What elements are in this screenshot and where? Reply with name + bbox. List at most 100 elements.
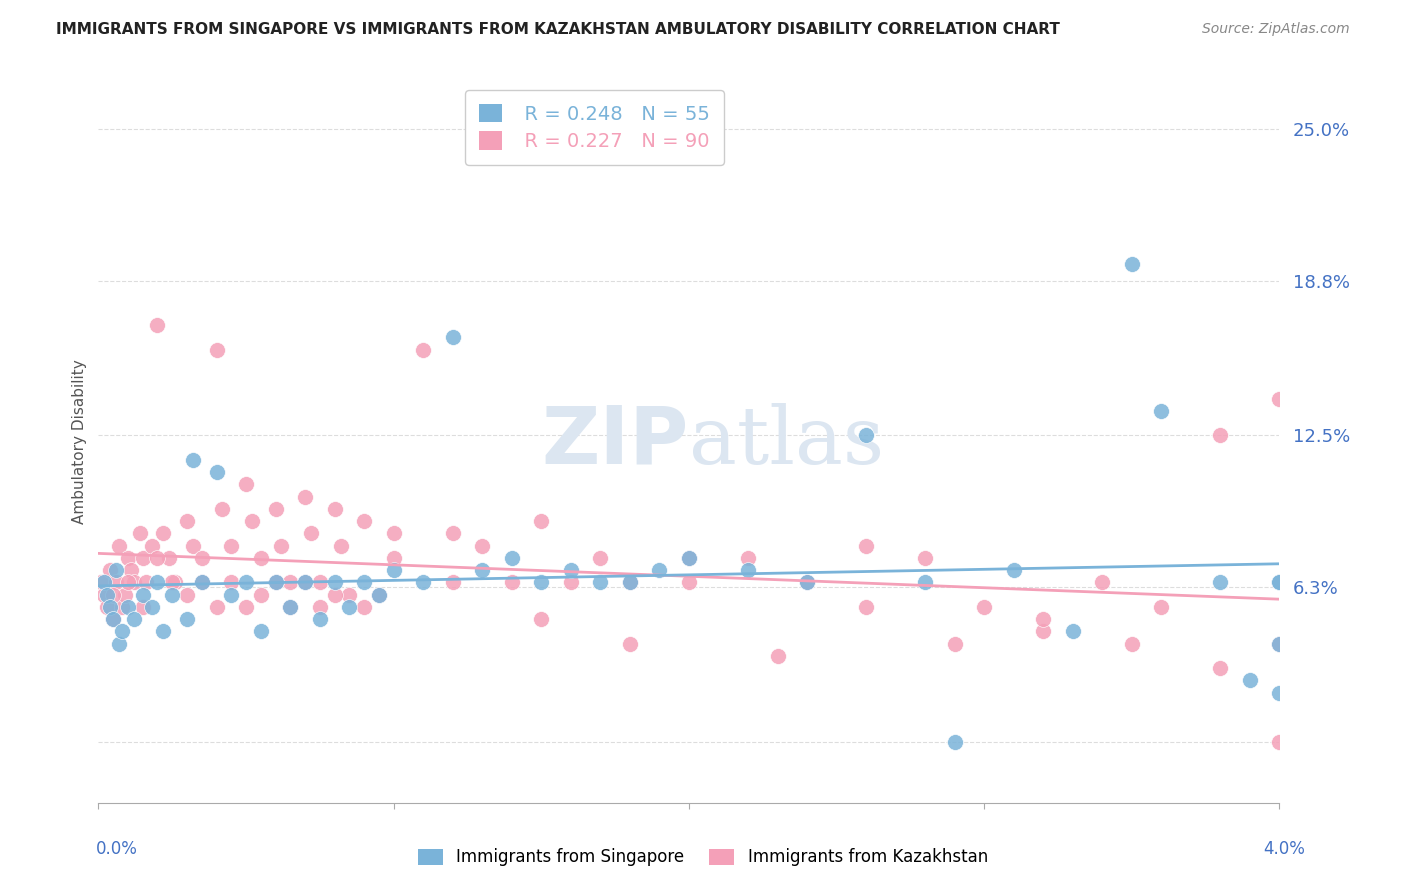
Point: [943, 734, 966, 748]
Point: [191, 550, 214, 565]
Point: [973, 599, 995, 614]
Point: [264, 502, 287, 516]
Point: [1209, 575, 1232, 590]
Point: [441, 575, 464, 590]
Point: [1062, 624, 1084, 639]
Point: [132, 588, 155, 602]
Point: [146, 318, 169, 333]
Y-axis label: Ambulatory Disability: Ambulatory Disability: [72, 359, 87, 524]
Point: [117, 550, 139, 565]
Point: [299, 526, 322, 541]
Point: [108, 539, 131, 553]
Point: [162, 588, 183, 602]
Point: [98, 563, 121, 577]
Point: [250, 624, 273, 639]
Point: [1121, 257, 1143, 271]
Point: [294, 575, 316, 590]
Point: [105, 563, 128, 577]
Point: [1268, 392, 1291, 406]
Point: [339, 588, 361, 602]
Point: [737, 550, 759, 565]
Point: [1032, 624, 1054, 639]
Point: [117, 599, 139, 614]
Point: [152, 526, 174, 541]
Point: [309, 612, 332, 626]
Point: [98, 599, 121, 614]
Point: [114, 588, 136, 602]
Point: [323, 588, 346, 602]
Point: [309, 599, 332, 614]
Point: [1121, 637, 1143, 651]
Point: [441, 330, 464, 344]
Point: [152, 624, 174, 639]
Point: [235, 575, 257, 590]
Point: [353, 514, 375, 528]
Point: [191, 575, 214, 590]
Point: [132, 550, 155, 565]
Legend:   R = 0.248   N = 55,   R = 0.227   N = 90: R = 0.248 N = 55, R = 0.227 N = 90: [465, 90, 724, 165]
Point: [205, 599, 228, 614]
Point: [90, 575, 112, 590]
Point: [221, 588, 243, 602]
Point: [250, 588, 273, 602]
Point: [122, 575, 145, 590]
Point: [141, 599, 163, 614]
Point: [353, 575, 375, 590]
Point: [264, 575, 287, 590]
Point: [96, 588, 118, 602]
Point: [1150, 599, 1173, 614]
Point: [105, 575, 128, 590]
Point: [240, 514, 263, 528]
Point: [619, 575, 641, 590]
Text: ZIP: ZIP: [541, 402, 689, 481]
Point: [471, 563, 494, 577]
Text: 0.0%: 0.0%: [96, 840, 138, 858]
Point: [280, 599, 302, 614]
Point: [205, 465, 228, 479]
Point: [235, 599, 257, 614]
Text: Source: ZipAtlas.com: Source: ZipAtlas.com: [1202, 22, 1350, 37]
Point: [93, 575, 115, 590]
Text: atlas: atlas: [689, 402, 884, 481]
Point: [111, 624, 134, 639]
Point: [648, 563, 671, 577]
Point: [1268, 685, 1291, 699]
Point: [96, 599, 118, 614]
Point: [1239, 673, 1261, 688]
Point: [441, 526, 464, 541]
Point: [368, 588, 391, 602]
Point: [796, 575, 818, 590]
Point: [471, 539, 494, 553]
Point: [162, 575, 183, 590]
Point: [678, 550, 700, 565]
Point: [855, 599, 877, 614]
Point: [181, 539, 204, 553]
Point: [1209, 428, 1232, 442]
Point: [264, 575, 287, 590]
Point: [165, 575, 187, 590]
Point: [191, 575, 214, 590]
Point: [250, 550, 273, 565]
Point: [176, 588, 198, 602]
Point: [93, 588, 115, 602]
Point: [353, 599, 375, 614]
Point: [181, 453, 204, 467]
Point: [211, 502, 233, 516]
Point: [132, 599, 155, 614]
Point: [120, 563, 142, 577]
Point: [294, 575, 316, 590]
Point: [103, 612, 125, 626]
Point: [530, 612, 553, 626]
Point: [117, 575, 139, 590]
Point: [1002, 563, 1025, 577]
Point: [108, 637, 131, 651]
Point: [368, 588, 391, 602]
Point: [122, 612, 145, 626]
Point: [737, 563, 759, 577]
Point: [103, 612, 125, 626]
Point: [560, 575, 582, 590]
Text: IMMIGRANTS FROM SINGAPORE VS IMMIGRANTS FROM KAZAKHSTAN AMBULATORY DISABILITY CO: IMMIGRANTS FROM SINGAPORE VS IMMIGRANTS …: [56, 22, 1060, 37]
Point: [943, 637, 966, 651]
Point: [855, 428, 877, 442]
Point: [280, 575, 302, 590]
